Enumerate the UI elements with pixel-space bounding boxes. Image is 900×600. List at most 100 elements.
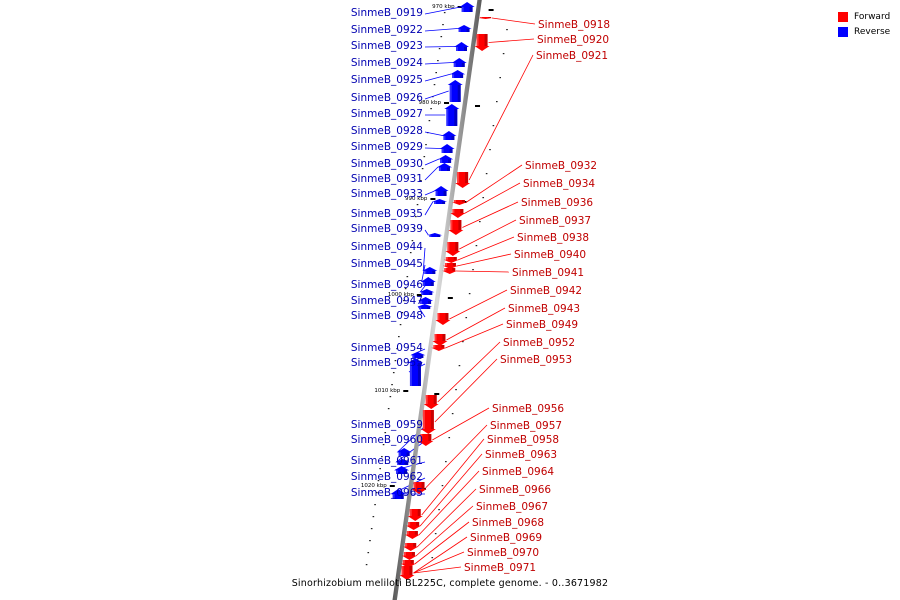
forward-gene-label[interactable]: SinmeB_0934 [523, 178, 595, 190]
reverse-gene [390, 489, 406, 499]
reverse-gene-label[interactable]: SinmeB_0945 [351, 258, 423, 270]
forward-leader-line [414, 521, 470, 565]
forward-gene-label[interactable]: SinmeB_0958 [487, 434, 559, 446]
reverse-gene-label[interactable]: SinmeB_0960 [351, 434, 423, 446]
forward-gene-label[interactable]: SinmeB_0940 [514, 249, 586, 261]
reverse-leader-line [424, 62, 453, 65]
reverse-gene-label[interactable]: SinmeB_0954 [351, 342, 423, 354]
forward-gene [448, 220, 464, 235]
reverse-gene-label[interactable]: SinmeB_0965 [351, 487, 423, 499]
forward-gene-label[interactable]: SinmeB_0966 [479, 484, 551, 496]
reverse-gene-label[interactable]: SinmeB_0922 [351, 24, 423, 36]
forward-gene-label[interactable]: SinmeB_0938 [517, 232, 589, 244]
tick-mark [502, 53, 505, 55]
reverse-gene [439, 144, 455, 153]
tick-mark [475, 245, 478, 247]
gene-features [390, 2, 494, 580]
forward-gene [455, 172, 471, 188]
tick-mark [441, 485, 444, 487]
forward-gene-label[interactable]: SinmeB_0963 [485, 449, 557, 461]
reverse-gene [436, 163, 452, 171]
reverse-gene [422, 267, 438, 274]
forward-gene [474, 34, 490, 51]
forward-gene [400, 560, 416, 568]
forward-leader-line [413, 536, 468, 574]
reverse-gene-label[interactable]: SinmeB_0926 [351, 92, 423, 104]
reverse-gene [456, 25, 472, 32]
reverse-gene-label[interactable]: SinmeB_0928 [351, 125, 423, 137]
reverse-gene-label[interactable]: SinmeB_0948 [351, 310, 423, 322]
reverse-gene-label[interactable]: SinmeB_0931 [351, 173, 423, 185]
reverse-gene-label[interactable]: SinmeB_0919 [351, 7, 423, 19]
reverse-gene-label[interactable]: SinmeB_0946 [351, 279, 423, 291]
reverse-gene-label[interactable]: SinmeB_0924 [351, 57, 423, 69]
forward-gene-label[interactable]: SinmeB_0941 [512, 267, 584, 279]
scale-label: 990 kbp [405, 196, 428, 202]
forward-leader-line [415, 505, 474, 557]
legend-reverse: Reverse [838, 24, 890, 39]
forward-gene-label[interactable]: SinmeB_0956 [492, 403, 564, 415]
forward-gene-label[interactable]: SinmeB_0918 [538, 19, 610, 31]
tick-mark [398, 336, 400, 338]
reverse-gene-label[interactable]: SinmeB_0955 [351, 357, 423, 369]
forward-leader-line [421, 438, 485, 516]
forward-gene-label[interactable]: SinmeB_0964 [482, 466, 554, 478]
reverse-gene-label[interactable]: SinmeB_0944 [351, 241, 423, 253]
reverse-leader-line [424, 131, 443, 136]
tick-mark [479, 221, 481, 223]
forward-gene [406, 522, 422, 530]
forward-gene [403, 543, 419, 551]
reverse-gene-label[interactable]: SinmeB_0935 [351, 208, 423, 220]
reverse-gene [407, 358, 423, 386]
reverse-gene-label[interactable]: SinmeB_0933 [351, 188, 423, 200]
reverse-gene-label[interactable]: SinmeB_0939 [351, 223, 423, 235]
reverse-gene-label[interactable]: SinmeB_0962 [351, 471, 423, 483]
forward-gene-label[interactable]: SinmeB_0943 [508, 303, 580, 315]
reverse-leader-line [395, 440, 426, 463]
reverse-gene-label[interactable]: SinmeB_0959 [351, 419, 423, 431]
reverse-gene-label[interactable]: SinmeB_0930 [351, 158, 423, 170]
forward-gene-label[interactable]: SinmeB_0967 [476, 501, 548, 513]
reverse-leader-line [424, 6, 461, 15]
forward-gene-label[interactable]: SinmeB_0949 [506, 319, 578, 331]
forward-gene-label[interactable]: SinmeB_0952 [503, 337, 575, 349]
forward-gene-label[interactable]: SinmeB_0970 [467, 547, 539, 559]
forward-gene-label[interactable]: SinmeB_0936 [521, 197, 593, 209]
reverse-gene-label[interactable]: SinmeB_0947 [351, 295, 423, 307]
reverse-leader-line [424, 229, 429, 236]
reverse-gene [433, 186, 449, 196]
legend-forward-label: Forward [854, 11, 891, 22]
forward-leader-line [419, 453, 483, 527]
reverse-gene-label[interactable]: SinmeB_0927 [351, 108, 423, 120]
forward-gene-label[interactable]: SinmeB_0971 [464, 562, 536, 574]
forward-gene [401, 552, 417, 560]
forward-gene-label[interactable]: SinmeB_0932 [525, 160, 597, 172]
tick-mark [482, 197, 485, 199]
reverse-leader-line [424, 147, 441, 149]
tick-mark [506, 29, 508, 31]
tick-mark [445, 461, 447, 463]
tick-mark [369, 540, 371, 542]
forward-gene-label[interactable]: SinmeB_0937 [519, 215, 591, 227]
reverse-gene-label[interactable]: SinmeB_0929 [351, 141, 423, 153]
reverse-gene-label[interactable]: SinmeB_0923 [351, 40, 423, 52]
forward-gene-label[interactable]: SinmeB_0920 [537, 34, 609, 46]
tick-mark [492, 125, 495, 127]
forward-gene [450, 209, 466, 218]
forward-gene-label[interactable]: SinmeB_0942 [510, 285, 582, 297]
tick-mark [448, 437, 451, 439]
reverse-gene-label[interactable]: SinmeB_0925 [351, 74, 423, 86]
forward-gene-label[interactable]: SinmeB_0953 [500, 354, 572, 366]
scale-label: 1020 kbp [361, 483, 387, 489]
forward-gene-label[interactable]: SinmeB_0921 [536, 50, 608, 62]
forward-gene-label[interactable]: SinmeB_0957 [490, 420, 562, 432]
tick-mark [392, 372, 395, 374]
forward-gene-label[interactable]: SinmeB_0969 [470, 532, 542, 544]
tick-mark [365, 564, 368, 566]
forward-gene [435, 313, 451, 325]
reverse-gene-label[interactable]: SinmeB_0961 [351, 455, 423, 467]
forward-leader-line [459, 219, 517, 250]
forward-gene-label[interactable]: SinmeB_0968 [472, 517, 544, 529]
scale-label: 1010 kbp [374, 388, 400, 394]
